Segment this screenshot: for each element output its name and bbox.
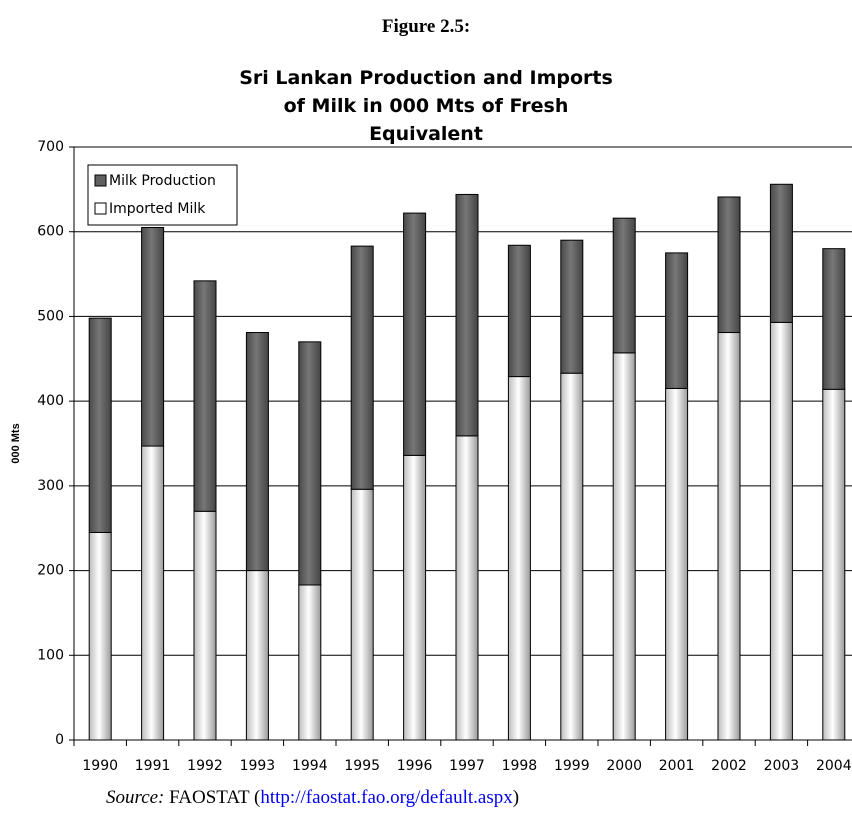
bar-segment [769,321,793,741]
bar-segment [350,245,374,490]
y-tick-label: 400 [37,393,64,409]
legend-swatch [94,174,107,187]
bar-segment [245,332,269,572]
bar-segment [769,183,793,323]
y-tick-label: 300 [37,478,64,494]
bar-segment [403,212,427,456]
bar-segment [141,226,165,447]
bar-segment [717,332,741,741]
bar-segment [403,454,427,741]
bar-segment [298,341,322,586]
x-tick-label: 1999 [554,758,590,774]
bar-segment [822,248,846,390]
y-tick-label: 200 [37,563,64,579]
y-tick-label: 100 [37,647,64,663]
bar-segment [507,244,531,378]
bar-segment [560,239,584,374]
bar-segment [88,317,112,533]
bar-segment [612,352,636,741]
bar-segment [560,372,584,741]
bar-segment [717,196,741,334]
bar-segment [88,531,112,741]
bar-segment [612,217,636,354]
x-tick-label: 2000 [606,758,642,774]
bar-segment [245,570,269,741]
bar-segment [193,510,217,741]
x-tick-label: 2002 [711,758,747,774]
legend-label: Imported Milk [109,201,206,217]
y-tick-label: 600 [37,224,64,240]
source-close: ) [512,787,520,808]
bar-segment [455,193,479,437]
bar-segment [507,376,531,741]
source-text: FAOSTAT ( [169,787,261,808]
figure-label: Figure 2.5: [381,16,471,37]
source-link[interactable]: http://faostat.fao.org/default.aspx [260,787,513,808]
chart-title: Sri Lankan Production and Imports of Mil… [239,67,613,145]
legend-label: Milk Production [109,173,216,189]
x-tick-label: 1994 [292,758,328,774]
x-tick-label: 1992 [187,758,223,774]
legend-box [87,164,238,226]
x-tick-label: 1991 [135,758,171,774]
x-tick-label: 2003 [764,758,800,774]
x-tick-label: 1996 [397,758,433,774]
bar-segment [298,584,322,741]
x-tick-label: 1995 [344,758,380,774]
y-tick-label: 500 [37,308,64,324]
bar-segment [141,445,165,741]
x-tick-label: 1997 [449,758,485,774]
source-label: Source: [106,787,165,808]
y-tick-label: 0 [55,732,64,748]
source-note: Source: FAOSTAT (http://faostat.fao.org/… [106,787,519,809]
bar-segment [665,387,689,741]
bar-segment [193,280,217,512]
bar-segment [455,435,479,741]
y-tick-label: 700 [37,139,64,155]
legend-swatch [94,202,107,215]
bar-segment [822,388,846,741]
bar-segment [665,252,689,389]
x-tick-label: 2001 [659,758,695,774]
bar-segment [350,488,374,741]
x-tick-label: 1993 [240,758,276,774]
y-axis-label: 000 Mts [10,423,22,463]
x-tick-label: 2004 [816,758,852,774]
x-tick-label: 1990 [82,758,118,774]
x-tick-label: 1998 [502,758,538,774]
